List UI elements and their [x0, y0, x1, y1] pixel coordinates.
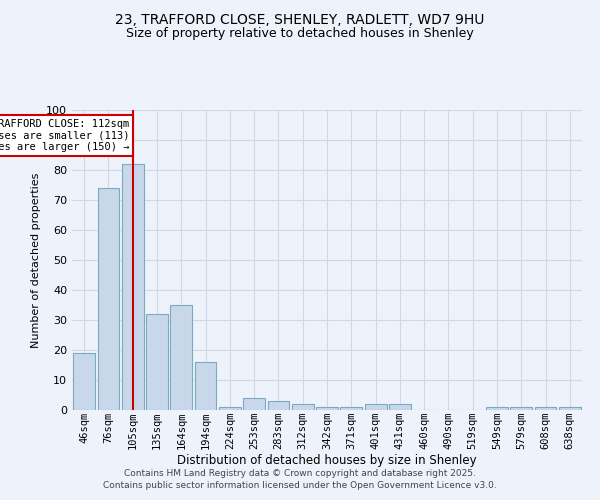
Bar: [535, 407, 556, 410]
Bar: [97, 188, 119, 410]
Bar: [511, 407, 532, 410]
Text: 23, TRAFFORD CLOSE, SHENLEY, RADLETT, WD7 9HU: 23, TRAFFORD CLOSE, SHENLEY, RADLETT, WD…: [115, 12, 485, 26]
Bar: [194, 362, 217, 410]
Bar: [292, 404, 314, 410]
Bar: [486, 407, 508, 410]
Text: 23 TRAFFORD CLOSE: 112sqm
← 42% of detached houses are smaller (113)
56% of semi: 23 TRAFFORD CLOSE: 112sqm ← 42% of detac…: [0, 119, 129, 152]
Y-axis label: Number of detached properties: Number of detached properties: [31, 172, 41, 348]
Text: Size of property relative to detached houses in Shenley: Size of property relative to detached ho…: [126, 28, 474, 40]
Bar: [243, 398, 265, 410]
Text: Contains HM Land Registry data © Crown copyright and database right 2025.: Contains HM Land Registry data © Crown c…: [124, 468, 476, 477]
Text: Contains public sector information licensed under the Open Government Licence v3: Contains public sector information licen…: [103, 481, 497, 490]
Bar: [146, 314, 168, 410]
X-axis label: Distribution of detached houses by size in Shenley: Distribution of detached houses by size …: [177, 454, 477, 468]
Bar: [122, 164, 143, 410]
Bar: [365, 404, 386, 410]
Bar: [170, 305, 192, 410]
Bar: [316, 407, 338, 410]
Bar: [73, 353, 95, 410]
Bar: [268, 401, 289, 410]
Bar: [559, 407, 581, 410]
Bar: [219, 407, 241, 410]
Bar: [389, 404, 411, 410]
Bar: [340, 407, 362, 410]
